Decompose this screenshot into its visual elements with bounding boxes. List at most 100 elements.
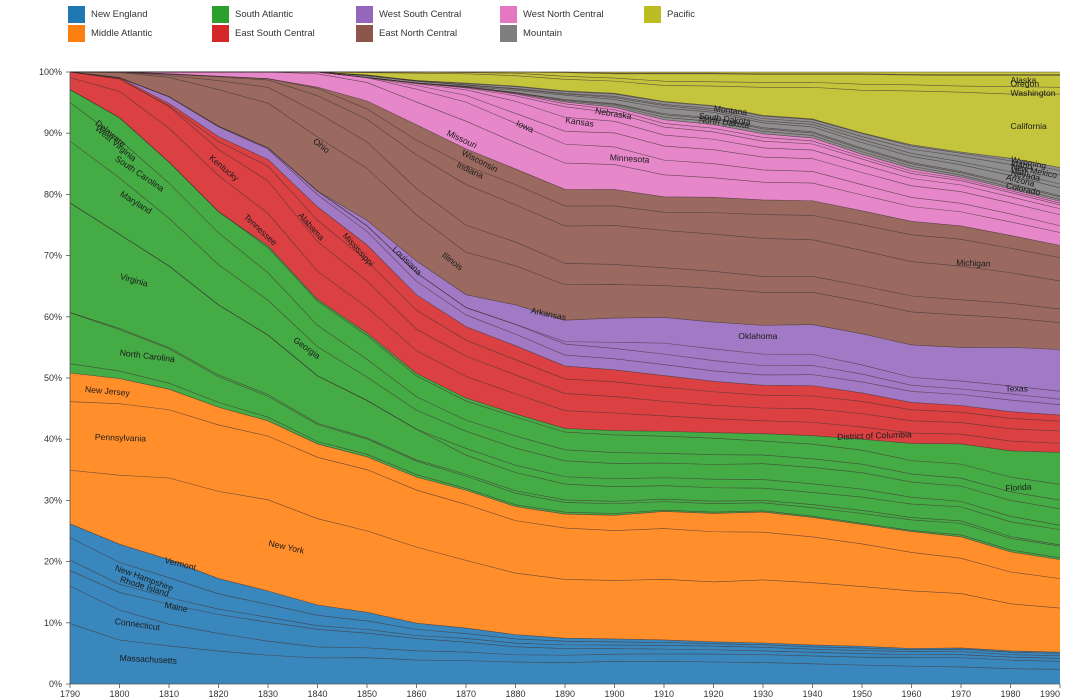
x-tick-label: 1990	[1040, 689, 1060, 699]
area-colorado	[70, 72, 1060, 196]
y-tick-label: 80%	[44, 189, 62, 199]
legend-swatch	[500, 5, 517, 23]
y-tick-label: 50%	[44, 373, 62, 383]
boundary-new-jersey	[69, 372, 1061, 560]
boundary-illinois	[70, 71, 1061, 282]
legend-item-pacific: Pacific	[644, 5, 695, 23]
area-illinois	[70, 72, 1060, 310]
boundary-south-carolina	[69, 102, 1061, 501]
boundary-west-virginia	[69, 202, 1061, 526]
x-tick-label: 1790	[60, 689, 80, 699]
x-tick-label: 1850	[357, 689, 377, 699]
label-pennsylvania: Pennsylvania	[95, 432, 147, 444]
boundary-georgia	[69, 89, 1061, 485]
boundary-delaware	[69, 363, 1061, 559]
area-texas	[70, 72, 1060, 392]
legend-item-new-england: New England	[68, 5, 148, 23]
x-tick-label: 1930	[753, 689, 773, 699]
boundary-maryland	[69, 312, 1061, 547]
area-connecticut	[70, 586, 1060, 670]
label-idaho: Idaho	[1010, 158, 1033, 172]
label-texas: Texas	[1006, 384, 1028, 394]
boundary-new-hampshire	[69, 537, 1061, 654]
label-new-jersey: New Jersey	[85, 384, 131, 398]
legend-swatch	[212, 24, 229, 42]
label-minnesota: Minnesota	[609, 152, 649, 165]
boundary-massachusetts	[69, 623, 1061, 670]
legend-label: Pacific	[667, 8, 695, 20]
boundary-texas	[69, 71, 1061, 350]
boundary-connecticut	[69, 585, 1061, 662]
legend-label: West South Central	[379, 8, 462, 20]
legend-swatch	[644, 5, 661, 23]
area-ohio	[70, 72, 1060, 350]
x-tick-label: 1820	[208, 689, 228, 699]
label-california: California	[1011, 121, 1048, 131]
x-tick-label: 1910	[654, 689, 674, 699]
y-tick-label: 70%	[44, 251, 62, 261]
area-iowa	[70, 72, 1060, 233]
y-tick-label: 90%	[44, 128, 62, 138]
x-tick-label: 1920	[703, 689, 723, 699]
area-maryland	[70, 312, 1060, 558]
legend-item-east-north-central: East North Central	[356, 24, 457, 42]
legend-label: Mountain	[523, 27, 563, 39]
y-tick-label: 20%	[44, 557, 62, 567]
x-tick-label: 1940	[802, 689, 822, 699]
x-tick-label: 1800	[109, 689, 129, 699]
x-tick-label: 1830	[258, 689, 278, 699]
area-california	[70, 72, 1060, 168]
legend-label: Middle Atlantic	[91, 27, 153, 39]
boundary-maine	[69, 570, 1061, 659]
area-virginia	[70, 202, 1060, 545]
label-oregon: Oregon	[1011, 79, 1040, 89]
label-washington: Washington	[1011, 88, 1056, 98]
label-utah: Utah	[1010, 165, 1030, 178]
legend-swatch	[356, 5, 373, 23]
area-district-of-columbia	[70, 312, 1060, 547]
boundary-alabama	[69, 71, 1061, 422]
x-tick-label: 1840	[307, 689, 327, 699]
legend-swatch	[68, 5, 85, 23]
area-michigan	[70, 72, 1060, 281]
y-tick-label: 10%	[44, 618, 62, 628]
boundary-north-carolina	[69, 140, 1061, 510]
legend-item-south-atlantic: South Atlantic	[212, 5, 293, 23]
area-new-jersey	[70, 373, 1060, 579]
area-utah	[70, 72, 1060, 175]
y-tick-label: 60%	[44, 312, 62, 322]
x-tick-label: 1810	[159, 689, 179, 699]
x-tick-label: 1880	[505, 689, 525, 699]
legend-item-west-south-central: West South Central	[356, 5, 461, 23]
legend-swatch	[356, 24, 373, 42]
x-tick-label: 1980	[1000, 689, 1020, 699]
area-indiana	[70, 72, 1060, 323]
y-tick-label: 100%	[39, 67, 62, 77]
boundary-rhode-island	[69, 559, 1061, 657]
area-new-york	[70, 470, 1060, 653]
x-tick-label: 1900	[604, 689, 624, 699]
area-pennsylvania	[70, 401, 1060, 609]
legend: New England Middle Atlantic South Atlantic…	[0, 0, 1081, 50]
state-boundaries	[69, 71, 1061, 670]
x-tick-label: 1950	[852, 689, 872, 699]
boundary-louisiana	[69, 71, 1061, 405]
x-tick-label: 1970	[951, 689, 971, 699]
boundary-mississippi	[69, 71, 1061, 416]
label-michigan: Michigan	[956, 257, 991, 268]
label-maine: Maine	[164, 600, 189, 615]
boundary-pennsylvania	[69, 401, 1061, 579]
area-layers	[70, 72, 1060, 684]
label-massachusetts: Massachusetts	[119, 653, 177, 666]
x-tick-label: 1860	[406, 689, 426, 699]
legend-item-middle-atlantic: Middle Atlantic	[68, 24, 152, 42]
y-tick-label: 40%	[44, 434, 62, 444]
legend-label: East North Central	[379, 27, 458, 39]
x-tick-label: 1870	[456, 689, 476, 699]
legend-item-east-south-central: East South Central	[212, 24, 315, 42]
legend-item-west-north-central: West North Central	[500, 5, 604, 23]
axes: 0% 10% 20% 30% 40% 50% 60% 70% 80% 90% 100% 1790 180…	[39, 67, 1061, 699]
legend-label: East South Central	[235, 27, 315, 39]
legend-label: South Atlantic	[235, 8, 294, 20]
area-north-carolina	[70, 141, 1060, 526]
